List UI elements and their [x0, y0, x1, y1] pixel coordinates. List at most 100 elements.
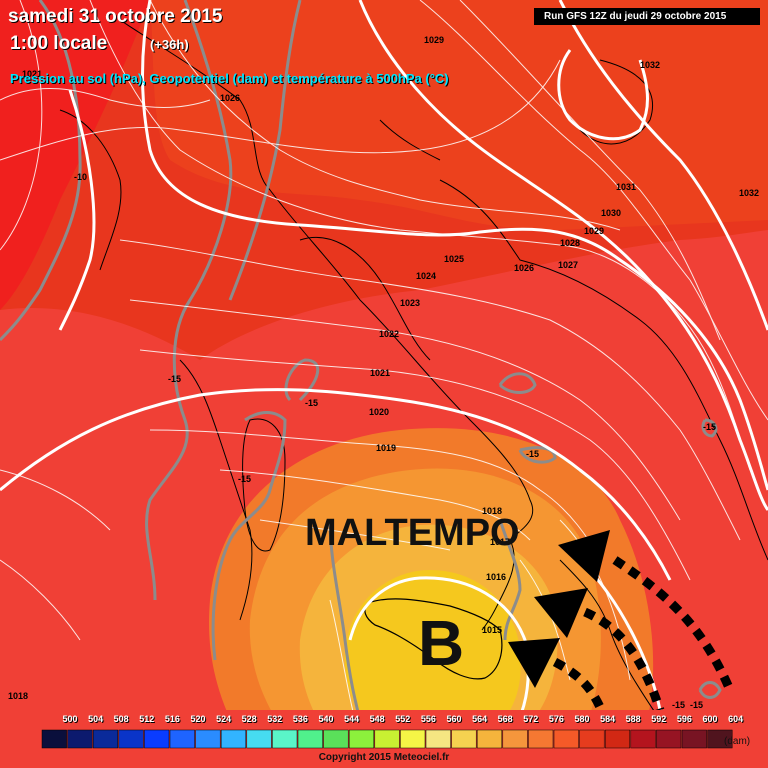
- legend-swatch: [41, 729, 67, 749]
- geopotential-lines: [0, 0, 768, 751]
- legend-swatch: [220, 729, 247, 749]
- legend-tick-label: 600: [702, 714, 718, 724]
- map-description: Pression au sol (hPa), Geopotentiel (dam…: [10, 71, 449, 86]
- isobar-label: 1030: [601, 208, 621, 218]
- legend-tick-label: 592: [651, 714, 667, 724]
- temperature-label: -10: [74, 172, 87, 182]
- isobars-thin: [0, 0, 768, 721]
- legend-tick-label: 536: [292, 714, 308, 724]
- isobar-label: 1015: [482, 625, 502, 635]
- legend-swatch: [707, 729, 733, 749]
- legend-swatch: [451, 729, 477, 749]
- legend-tick-label: 548: [369, 714, 385, 724]
- arrow-head: [558, 530, 610, 582]
- temperature-label: -15: [672, 700, 685, 710]
- forecast-date: samedi 31 octobre 2015: [8, 6, 223, 27]
- maltempo-annotation: MALTEMPO: [305, 512, 520, 554]
- legend-tick-label: 552: [395, 714, 411, 724]
- dotted-trail: [552, 658, 610, 722]
- legend-swatch: [246, 729, 272, 749]
- temperature-label: -15: [526, 449, 539, 459]
- legend-swatch: [144, 729, 170, 749]
- legend-swatch: [348, 729, 375, 749]
- sardinia-outline: [242, 418, 286, 552]
- isobar-label: 1031: [616, 182, 636, 192]
- legend-tick-label: 596: [676, 714, 692, 724]
- legend-swatch: [272, 729, 298, 749]
- isobar-label: 1020: [369, 407, 389, 417]
- legend-tick-label: 556: [420, 714, 436, 724]
- legend-tick-label: 532: [267, 714, 283, 724]
- isobar-label: 1029: [584, 226, 604, 236]
- legend-swatch: [195, 729, 221, 749]
- isobar-label: 1024: [416, 271, 436, 281]
- legend-swatch: [502, 729, 528, 749]
- legend-unit: (dam): [724, 736, 751, 747]
- legend-tick-label: 508: [113, 714, 129, 724]
- legend-swatch: [92, 729, 119, 749]
- isobar-label: 1019: [376, 443, 396, 453]
- legend-tick-label: 524: [216, 714, 232, 724]
- isobar-label: 1018: [482, 506, 502, 516]
- legend-swatch: [579, 729, 605, 749]
- arrow-head: [508, 638, 560, 688]
- arrow-head: [534, 588, 588, 638]
- isobar-label: 1026: [220, 93, 240, 103]
- legend-tick-label: 516: [164, 714, 180, 724]
- legend-swatch: [425, 729, 451, 749]
- legend-tick-label: 540: [318, 714, 334, 724]
- legend-swatch: [553, 729, 579, 749]
- isobar-label: 1016: [486, 572, 506, 582]
- isobar-label: 1025: [444, 254, 464, 264]
- temperature-label: -15: [703, 422, 716, 432]
- legend-swatch: [67, 729, 93, 749]
- temperature-label: -15: [168, 374, 181, 384]
- legend-swatch: [169, 729, 195, 749]
- temperature-label: -15: [238, 474, 251, 484]
- geopotential-field-red-nw: [0, 0, 150, 310]
- legend-swatch: [656, 729, 682, 749]
- legend-swatch: [604, 729, 631, 749]
- isobar-label: 1021: [370, 368, 390, 378]
- legend-swatch: [118, 729, 144, 749]
- geopotential-field-gold: [344, 570, 521, 740]
- legend-tick-label: 604: [728, 714, 744, 724]
- legend-tick-label: 580: [574, 714, 590, 724]
- isobar-label: 1027: [558, 260, 578, 270]
- legend-tick-label: 544: [344, 714, 360, 724]
- temperature-label: -15: [305, 398, 318, 408]
- legend-swatch: [528, 729, 554, 749]
- run-info: Run GFS 12Z du jeudi 29 octobre 2015: [534, 8, 760, 25]
- isobar-label: 1017: [490, 537, 510, 547]
- isobar-label: 1023: [400, 298, 420, 308]
- legend-tick-label: 504: [88, 714, 104, 724]
- legend-tick-label: 560: [446, 714, 462, 724]
- isobar-label: 1032: [739, 188, 759, 198]
- sicily-outline: [364, 598, 503, 680]
- legend-tick-label: 564: [472, 714, 488, 724]
- legend-tick-label: 568: [497, 714, 513, 724]
- forecast-lead: (+36h): [150, 37, 189, 52]
- legend-colorbar: [38, 710, 768, 768]
- legend-swatch: [400, 729, 426, 749]
- legend-tick-label: 576: [548, 714, 564, 724]
- isotherms: [0, 0, 722, 721]
- low-pressure-letter: B: [418, 607, 465, 679]
- isobar-label: 1032: [640, 60, 660, 70]
- legend-tick-label: 528: [241, 714, 257, 724]
- isobar-label: 1018: [8, 691, 28, 701]
- coastlines: [59, 19, 768, 721]
- geopotential-field-orange-ne: [150, 0, 768, 230]
- isobar-label: 1028: [560, 238, 580, 248]
- legend-tick-label: 572: [523, 714, 539, 724]
- copyright: Copyright 2015 Meteociel.fr: [318, 752, 450, 763]
- isobar-label: 1021: [22, 69, 42, 79]
- isobar-label: 1022: [379, 329, 399, 339]
- legend-swatch: [297, 729, 323, 749]
- legend-swatch: [681, 729, 707, 749]
- dotted-trail: [612, 556, 735, 692]
- legend-tick-label: 520: [190, 714, 206, 724]
- isobar-label: 1029: [424, 35, 444, 45]
